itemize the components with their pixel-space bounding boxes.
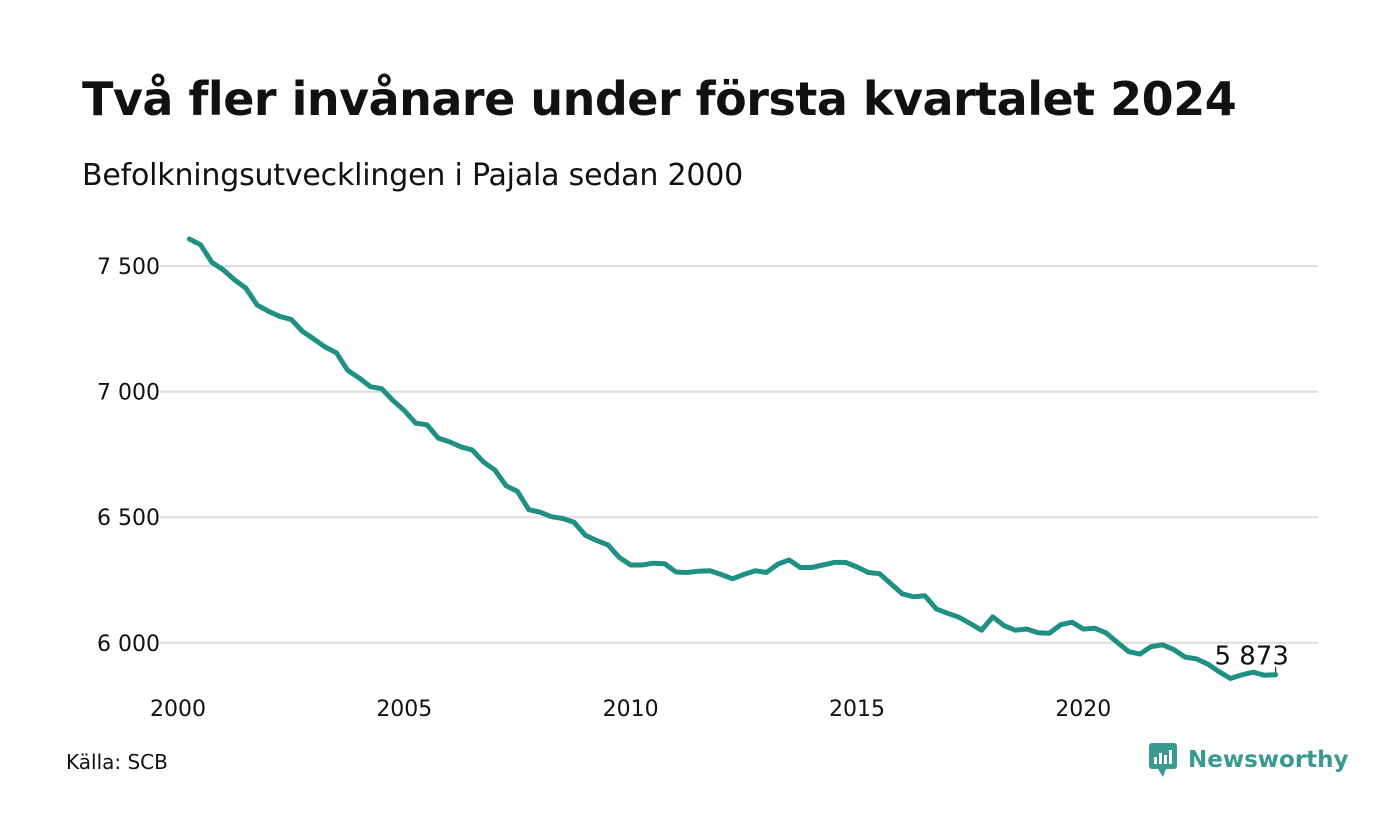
population-series-line [186,236,1279,681]
grid-lines [160,265,1318,644]
x-tick-label: 2010 [603,697,659,722]
x-tick-label: 2005 [376,697,432,722]
chart-subtitle: Befolkningsutvecklingen i Pajala sedan 2… [82,158,744,193]
y-tick-label: 6 000 [97,632,160,657]
brand-logo: Newsworthy [1148,742,1349,778]
y-tick-label: 7 500 [97,255,160,280]
line-chart: 6 000 6 500 7 000 7 500 2000 2005 2010 2015 202… [97,236,1318,722]
x-tick-label: 2020 [1055,697,1111,722]
newsworthy-logo-icon [1149,743,1177,777]
end-value-label: 5 873 [1214,642,1288,672]
y-tick-label: 7 000 [97,381,160,406]
x-tick-label: 2000 [150,697,206,722]
chart-title: Två fler invånare under första kvartalet… [82,72,1237,126]
y-axis-ticks: 6 000 6 500 7 000 7 500 [97,255,160,657]
source-note: Källa: SCB [66,750,168,774]
y-tick-label: 6 500 [97,506,160,531]
brand-name: Newsworthy [1188,747,1349,773]
x-tick-label: 2015 [829,697,885,722]
x-axis-ticks: 2000 2005 2010 2015 2020 [150,697,1111,722]
